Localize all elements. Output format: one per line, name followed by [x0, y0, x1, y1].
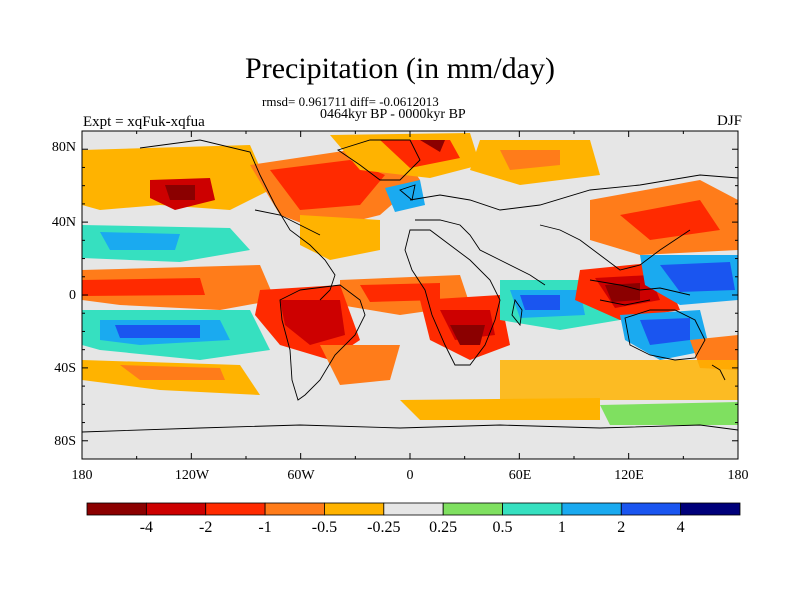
- colorbar-swatch: [86, 502, 147, 516]
- anomaly-fields: [82, 133, 738, 425]
- axis-ticks: [81, 130, 739, 460]
- lat-tick-label: 40S: [54, 361, 76, 376]
- lon-tick-label: 60E: [508, 468, 532, 483]
- period-label: 0464kyr BP - 0000kyr BP: [320, 107, 466, 122]
- colorbar-swatch: [620, 502, 682, 516]
- colorbar-label: 1: [557, 519, 566, 536]
- lat-tick-label: 80S: [54, 434, 76, 449]
- colorbar-swatch: [561, 502, 622, 516]
- lat-tick-label: 40N: [51, 215, 76, 230]
- plot-title: Precipitation (in mm/day): [245, 52, 555, 85]
- lon-tick-label: 180: [71, 468, 93, 483]
- lat-tick-label: 0: [69, 288, 76, 303]
- colorbar-swatch: [383, 502, 444, 516]
- colorbar-label: -2: [199, 519, 213, 536]
- colorbar-label: 2: [617, 519, 626, 536]
- rmsd-diff-stats: rmsd= 0.961711 diff= -0.0612013: [262, 94, 439, 109]
- lon-tick-label: 120W: [174, 468, 210, 483]
- lon-tick-label: 180: [727, 468, 749, 483]
- colorbar-swatch: [680, 502, 741, 516]
- lon-tick-label: 120E: [614, 468, 644, 483]
- season-label: DJF: [716, 113, 742, 129]
- colorbar-label: 0.25: [429, 519, 458, 536]
- colorbar-swatch: [502, 502, 563, 516]
- colorbar-swatch: [205, 502, 266, 516]
- lat-tick-label: 80N: [51, 140, 76, 155]
- colorbar-label: 0.5: [492, 519, 513, 536]
- experiment-label: Expt = xqFuk-xqfua: [83, 114, 205, 130]
- colorbar-label: -0.25: [367, 519, 401, 536]
- colorbar-swatch: [442, 502, 503, 516]
- coastlines: [82, 139, 738, 433]
- colorbar-label: -4: [139, 519, 154, 536]
- colorbar-swatch: [145, 502, 207, 516]
- colorbar-label: -1: [258, 519, 272, 536]
- lon-tick-label: 60W: [287, 468, 315, 483]
- colorbar-label: 4: [676, 519, 685, 536]
- colorbar: [86, 502, 741, 516]
- colorbar-label: -0.5: [311, 519, 338, 536]
- colorbar-swatch: [324, 502, 385, 516]
- colorbar-swatch: [264, 502, 325, 516]
- lon-tick-label: 0: [406, 468, 414, 483]
